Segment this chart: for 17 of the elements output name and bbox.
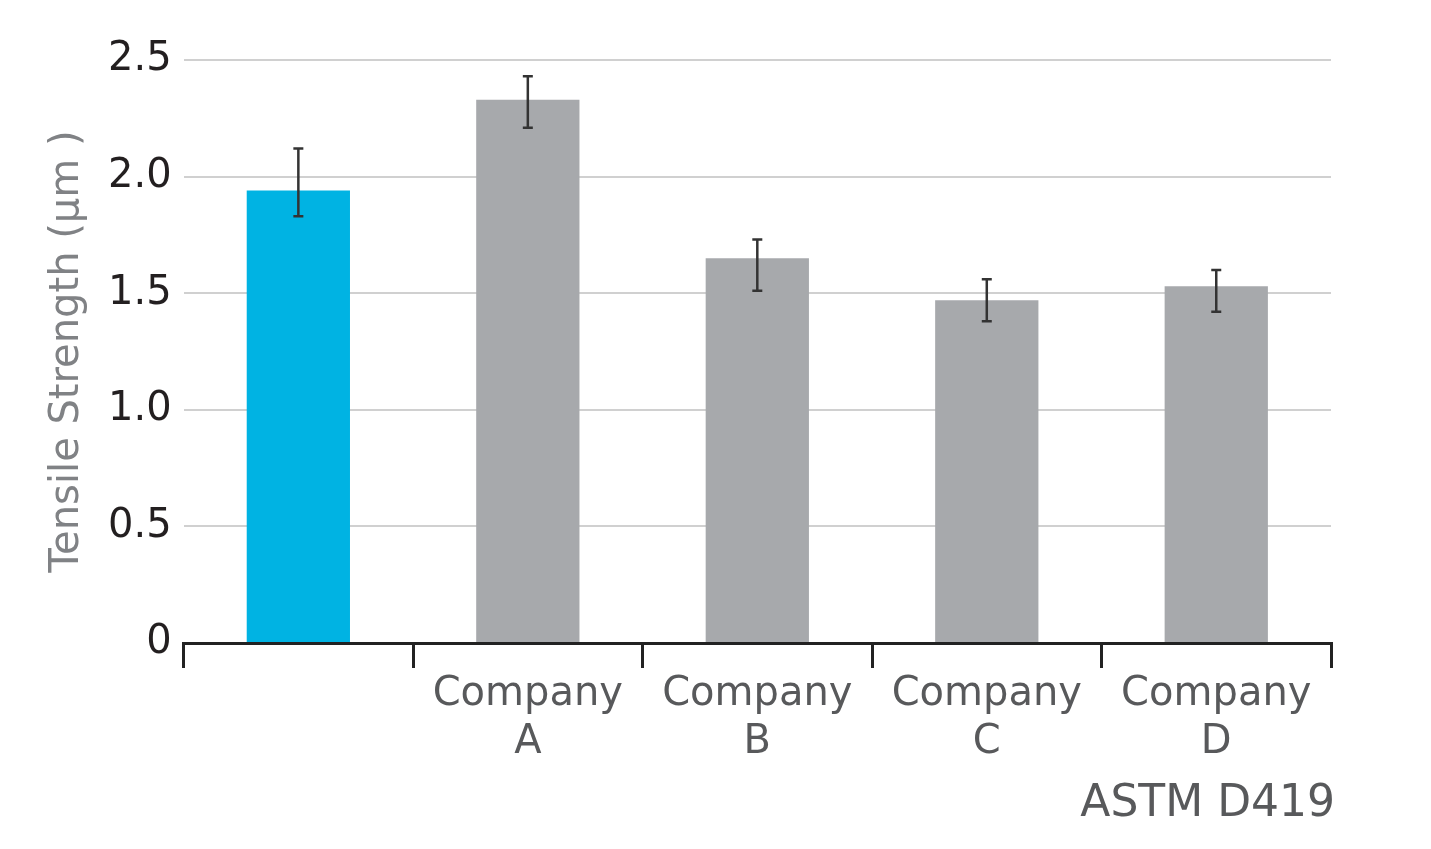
bar [705,258,809,642]
x-tick-label: Company C [891,668,1082,763]
y-tick-label: 1.5 [107,266,172,313]
bar [935,300,1039,642]
y-tick-label: 2.0 [107,149,172,196]
y-tick-label: 0.5 [107,499,172,546]
y-tick-label: 0 [146,616,172,663]
bar [246,190,350,642]
bar [476,99,580,642]
y-tick-label: 2.5 [107,33,172,80]
bar [1164,286,1268,642]
text: ASTM D419 [1080,775,1335,826]
x-tick-label: Company D [1121,668,1312,763]
y-tick-label: 1.0 [107,383,172,430]
y-axis-title: Tensile Strength (μm ) [41,130,88,574]
x-tick-label: Company B [662,668,853,763]
x-tick-label: Company A [432,668,623,763]
